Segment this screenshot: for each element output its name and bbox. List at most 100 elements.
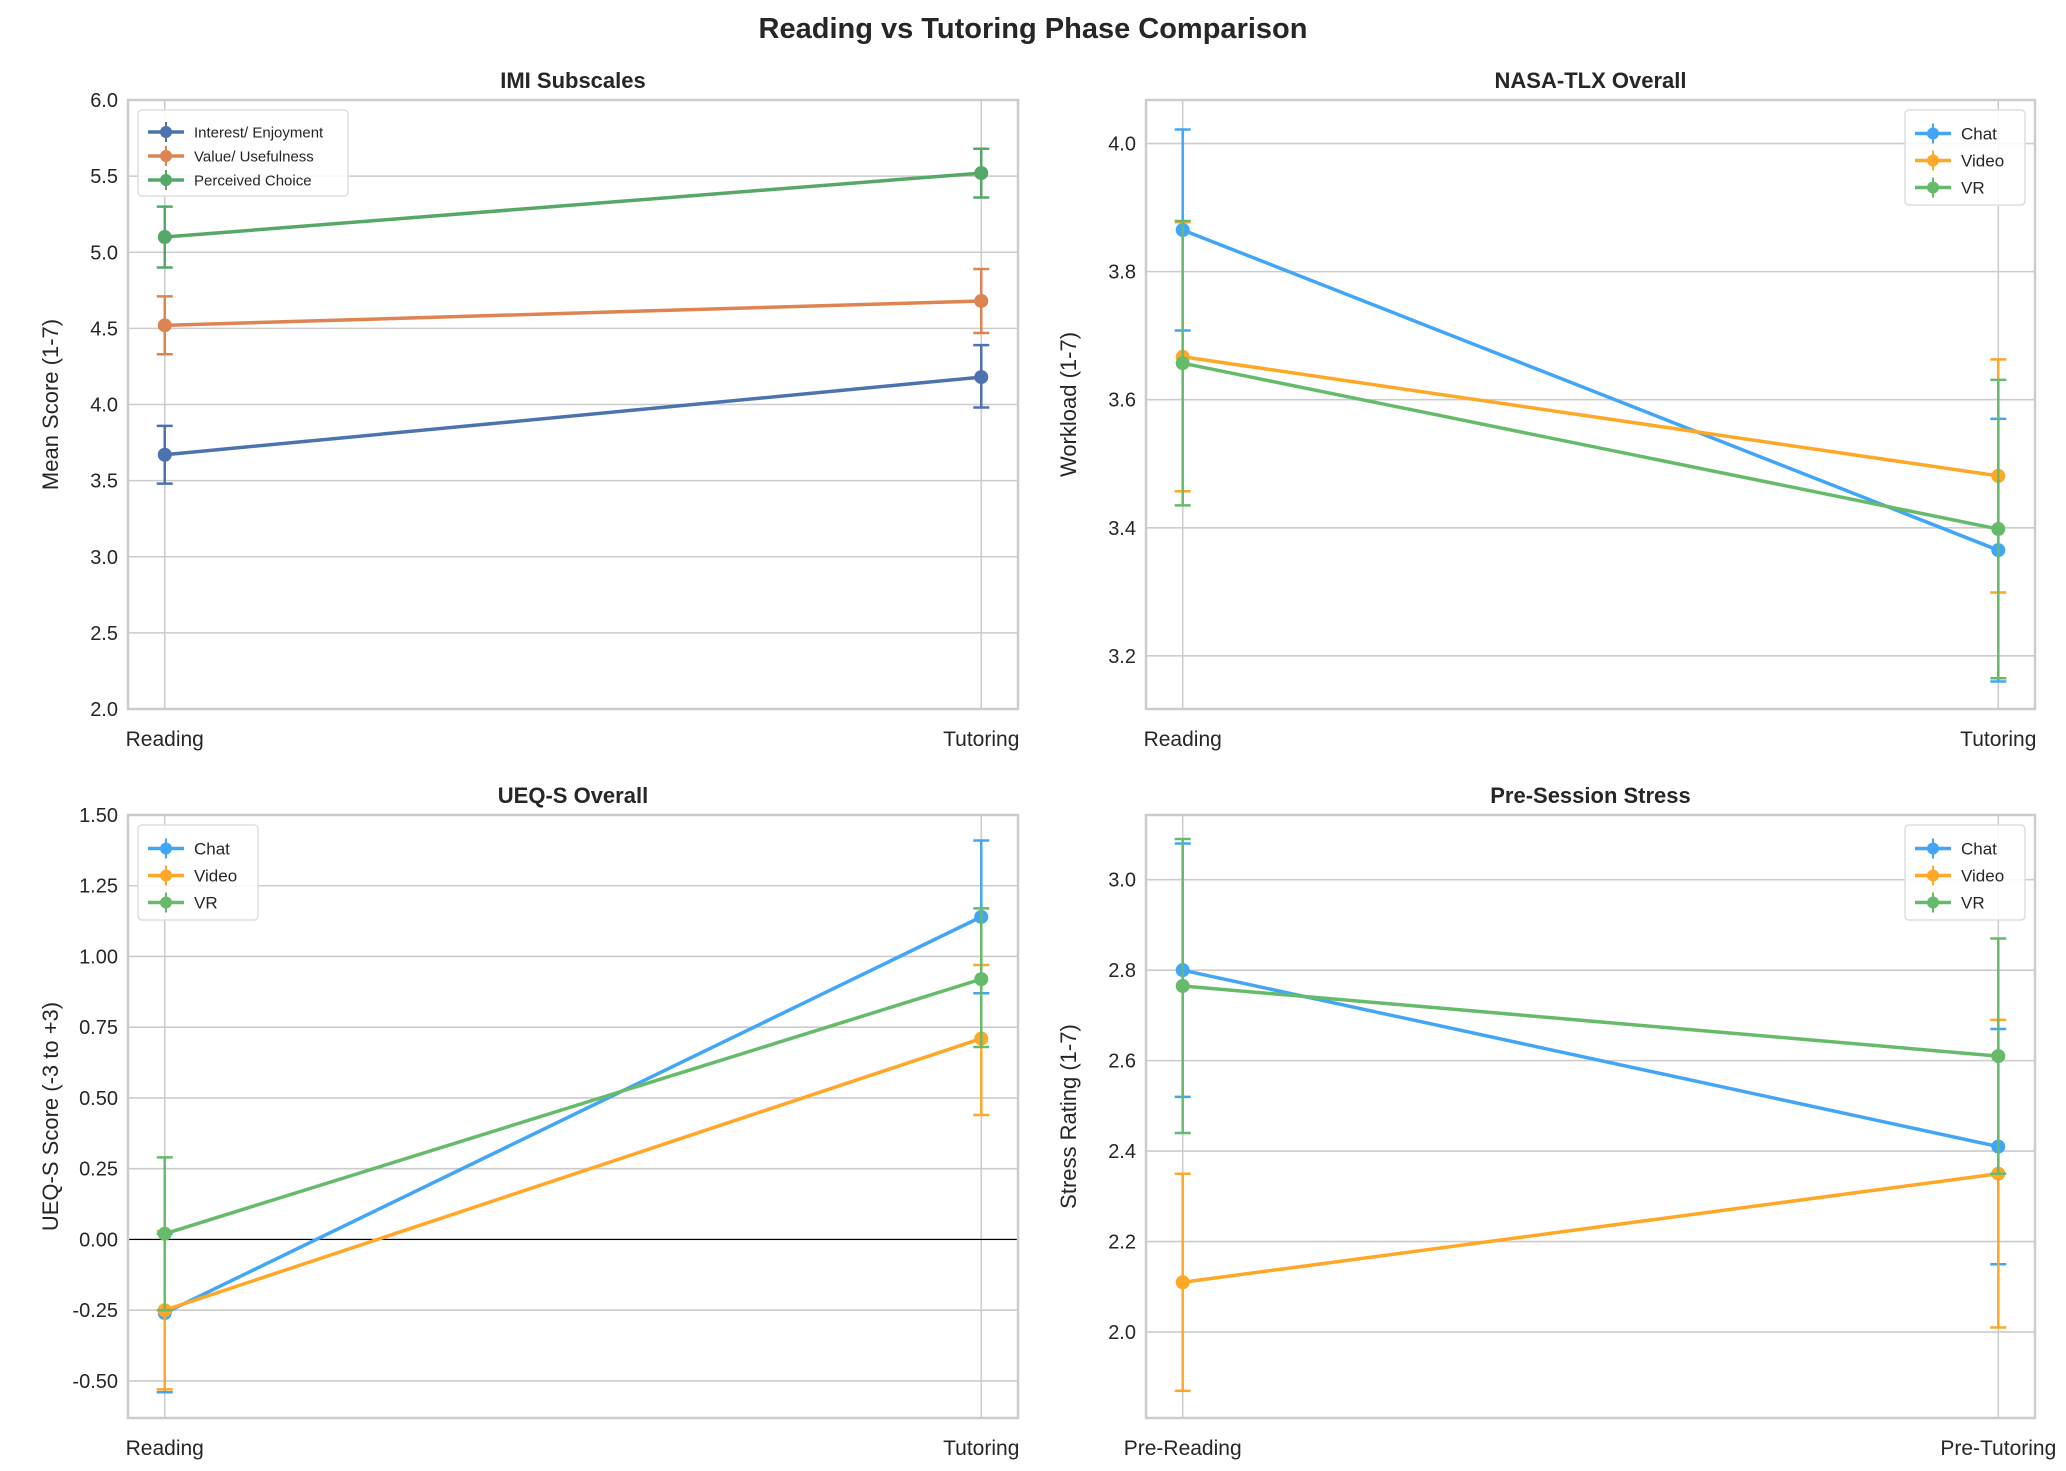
subplot-1: 3.2 3.4 3.6 3.8 4.0 Reading Tutoring NASA-TLX O… <box>1056 68 2036 751</box>
data-point <box>157 1226 172 1241</box>
subplot-title: IMI Subscales <box>500 68 646 93</box>
y-tick-label: 0.50 <box>79 1088 118 1110</box>
y-tick-label: 2.4 <box>1108 1141 1136 1163</box>
series-line <box>164 977 982 1236</box>
x-tick-label: Pre-Tutoring <box>1940 1437 2056 1460</box>
series-2 <box>1174 219 2007 680</box>
y-tick-label: 1.50 <box>79 805 118 827</box>
x-tick-label: Pre-Reading <box>1124 1437 1242 1460</box>
y-tick-label: 3.0 <box>1108 870 1136 892</box>
series-line <box>164 375 982 457</box>
y-tick-label: 3.5 <box>90 471 118 493</box>
y-tick-label: 2.2 <box>1108 1232 1136 1254</box>
legend-swatch-marker <box>1927 842 1939 855</box>
legend-item: Perceived Choice <box>148 170 312 190</box>
series-line <box>1182 984 1999 1058</box>
series-line <box>163 915 983 1315</box>
legend-swatch-marker <box>160 896 172 909</box>
y-tick-label: 1.00 <box>79 946 118 968</box>
plot-frame <box>126 813 1020 1420</box>
plot-frame <box>1144 813 2037 1420</box>
legend-swatch-marker <box>160 869 172 882</box>
data-point <box>157 447 172 462</box>
y-tick-label: 0.75 <box>79 1017 118 1039</box>
series-line <box>1182 355 1999 478</box>
legend-item: Value/ Usefulness <box>148 146 314 166</box>
legend-label: Chat <box>1961 124 1997 143</box>
legend: Interest/ Enjoyment Value/ Usefulness Perc… <box>137 109 349 197</box>
y-tick-label: 0.25 <box>79 1159 118 1181</box>
x-tick-label: Reading <box>1144 728 1222 751</box>
legend: Chat Video VR <box>1904 824 2026 921</box>
data-point <box>157 318 172 333</box>
y-axis-label: Stress Rating (1-7) <box>1056 1024 1081 1209</box>
subplot-2: -0.50 -0.25 0.00 0.25 0.50 0.75 1.00 1.25 1.50 Re… <box>38 783 1019 1460</box>
y-tick-label: 3.6 <box>1108 390 1136 412</box>
legend: Chat Video VR <box>1904 109 2026 206</box>
series-line <box>1182 1171 1999 1285</box>
data-point <box>1991 522 2006 537</box>
x-tick-label: Tutoring <box>943 728 1019 751</box>
series-1 <box>1174 1018 2007 1393</box>
legend-label: Video <box>1961 151 2004 170</box>
y-tick-label: -0.50 <box>72 1371 118 1393</box>
legend-label: Interest/ Enjoyment <box>194 124 324 141</box>
legend-item: Video <box>148 865 237 886</box>
series-line <box>1182 361 1999 531</box>
series-line <box>164 299 982 328</box>
y-axis-label: UEQ-S Score (-3 to +3) <box>38 1002 63 1231</box>
figure-title: Reading vs Tutoring Phase Comparison <box>759 13 1308 45</box>
series-1 <box>156 963 990 1391</box>
x-tick-label: Reading <box>126 728 204 751</box>
y-tick-label: 2.0 <box>90 699 118 721</box>
subplot-title: Pre-Session Stress <box>1490 783 1691 808</box>
series-line <box>164 171 982 239</box>
legend: Chat Video VR <box>137 824 259 921</box>
y-tick-label: 3.0 <box>90 547 118 569</box>
y-tick-label: 4.0 <box>1108 134 1136 156</box>
y-tick-label: 5.0 <box>90 242 118 264</box>
legend-item: VR <box>1915 892 1985 913</box>
series-line <box>1182 228 1999 552</box>
subplot-3: 2.0 2.2 2.4 2.6 2.8 3.0 Pre-Reading Pre-Tutorin… <box>1056 783 2056 1460</box>
legend-item: Video <box>1915 150 2004 171</box>
plot-frame <box>1144 98 2037 711</box>
data-point <box>1175 978 1190 993</box>
legend-label: VR <box>194 893 218 912</box>
y-tick-label: 3.4 <box>1108 518 1136 540</box>
y-tick-label: -0.25 <box>72 1300 118 1322</box>
legend-swatch-marker <box>160 174 172 186</box>
legend-swatch-marker <box>160 150 172 162</box>
series-2 <box>156 907 990 1312</box>
y-tick-label: 5.5 <box>90 166 118 188</box>
series-0 <box>1174 128 2007 683</box>
y-tick-label: 2.5 <box>90 623 118 645</box>
x-tick-label: Reading <box>126 1437 204 1460</box>
subplot-0: 2.0 2.5 3.0 3.5 4.0 4.5 5.0 5.5 6.0 Reading Tutori… <box>38 68 1019 751</box>
data-point <box>974 293 989 308</box>
legend-item: Chat <box>148 838 230 859</box>
x-tick-label: Tutoring <box>943 1437 1019 1460</box>
legend-swatch-marker <box>160 126 172 138</box>
data-point <box>974 166 989 181</box>
series-0 <box>156 343 990 485</box>
x-tick-label: Tutoring <box>1960 728 2036 751</box>
legend-item: VR <box>148 892 218 913</box>
y-tick-label: 4.5 <box>90 318 118 340</box>
legend-label: VR <box>1961 893 1985 912</box>
subplot-title: UEQ-S Overall <box>498 783 648 808</box>
legend-label: VR <box>1961 178 1985 197</box>
series-2 <box>1174 837 2007 1175</box>
y-axis-label: Mean Score (1-7) <box>38 319 63 490</box>
series-1 <box>156 267 990 356</box>
legend-item: Interest/ Enjoyment <box>148 122 324 142</box>
y-tick-label: 3.8 <box>1108 262 1136 284</box>
y-axis-label: Workload (1-7) <box>1056 332 1081 477</box>
legend-item: Chat <box>1915 838 1997 859</box>
legend-item: VR <box>1915 177 1985 198</box>
legend-swatch-marker <box>1927 154 1939 167</box>
data-point <box>974 370 989 385</box>
y-tick-label: 3.2 <box>1108 646 1136 668</box>
legend-label: Chat <box>1961 839 1997 858</box>
